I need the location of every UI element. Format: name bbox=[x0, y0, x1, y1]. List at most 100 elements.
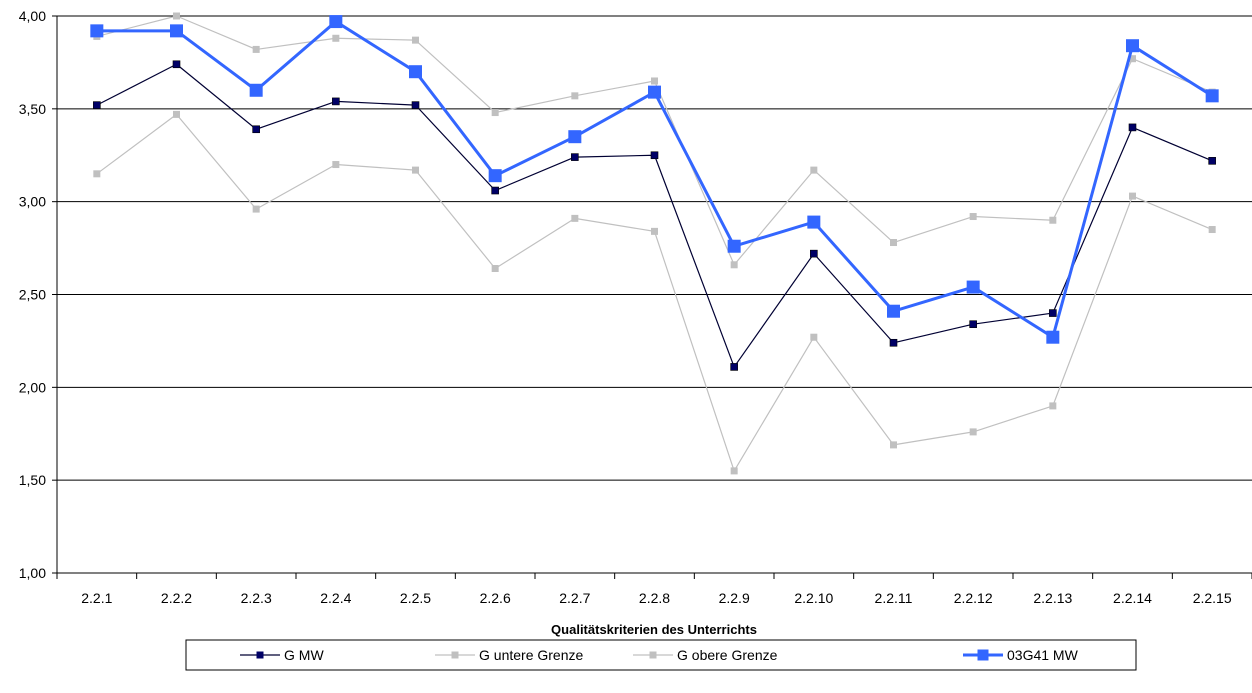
data-point bbox=[1208, 157, 1216, 165]
y-tick-label: 1,50 bbox=[19, 472, 46, 488]
legend-entry: G MW bbox=[240, 647, 324, 663]
data-point bbox=[252, 125, 260, 134]
data-point bbox=[810, 166, 818, 174]
data-point bbox=[807, 215, 821, 229]
x-tick-label: 2.2.2 bbox=[161, 590, 192, 606]
x-tick-label: 2.2.8 bbox=[639, 590, 670, 606]
data-point bbox=[1129, 55, 1136, 63]
data-point bbox=[1049, 309, 1057, 317]
series-line bbox=[96, 20, 1213, 339]
data-point bbox=[651, 77, 658, 85]
data-point bbox=[491, 186, 499, 195]
y-tick-label: 4,00 bbox=[19, 8, 46, 24]
data-point bbox=[969, 213, 977, 221]
data-point bbox=[810, 249, 818, 258]
x-tick-label: 2.2.11 bbox=[875, 590, 913, 606]
x-tick-label: 2.2.5 bbox=[400, 590, 431, 606]
axes: 1,00 1,50 2,00 2,50 3,00 3,50 4,00 2.2.1 2.2.2 2.… bbox=[19, 8, 1252, 606]
data-point bbox=[93, 101, 101, 109]
legend-label: G untere Grenze bbox=[479, 647, 583, 663]
data-point bbox=[890, 441, 897, 449]
data-point bbox=[810, 333, 818, 341]
data-point bbox=[890, 239, 897, 247]
legend-label: 03G41 MW bbox=[1007, 647, 1079, 663]
grid-lines bbox=[57, 15, 1252, 574]
data-point bbox=[571, 92, 579, 100]
data-point bbox=[93, 170, 101, 178]
data-point bbox=[966, 280, 980, 294]
data-point bbox=[887, 304, 900, 318]
data-point bbox=[648, 85, 661, 99]
legend-entry: G untere Grenze bbox=[435, 647, 583, 663]
data-point bbox=[249, 83, 263, 97]
y-tick-label: 2,00 bbox=[19, 379, 46, 395]
data-point bbox=[1126, 39, 1139, 53]
x-tick-label: 2.2.4 bbox=[320, 590, 351, 606]
legend-marker bbox=[451, 651, 459, 659]
data-point bbox=[730, 261, 738, 269]
data-point bbox=[571, 214, 579, 222]
series-group bbox=[90, 12, 1219, 475]
data-point bbox=[1046, 330, 1060, 344]
data-point bbox=[332, 97, 340, 106]
data-point bbox=[727, 239, 741, 253]
series-line bbox=[96, 63, 1213, 368]
data-point bbox=[252, 205, 260, 213]
data-point bbox=[730, 363, 738, 371]
x-tick-label: 2.2.10 bbox=[794, 590, 833, 606]
data-point bbox=[650, 151, 659, 160]
x-tick-label: 2.2.6 bbox=[480, 590, 511, 606]
series-line bbox=[96, 15, 1213, 266]
y-tick-label: 2,50 bbox=[19, 287, 46, 303]
data-point bbox=[889, 338, 898, 347]
x-axis-title: Qualitätskriterien des Unterrichts bbox=[551, 622, 757, 637]
data-point bbox=[969, 320, 977, 329]
x-tick-label: 2.2.15 bbox=[1193, 590, 1232, 606]
data-point bbox=[571, 153, 579, 161]
series-0 bbox=[93, 60, 1216, 371]
data-point bbox=[173, 110, 180, 118]
x-tick-label: 2.2.9 bbox=[719, 590, 750, 606]
legend: G MW G untere Grenze G obere Grenze 03G41 M… bbox=[185, 639, 1137, 671]
data-point bbox=[90, 24, 104, 38]
data-point bbox=[488, 169, 502, 183]
data-point bbox=[1049, 216, 1057, 224]
data-point bbox=[491, 109, 499, 117]
data-point bbox=[412, 36, 419, 44]
x-tick-label: 2.2.7 bbox=[559, 590, 590, 606]
y-tick-label: 1,00 bbox=[19, 565, 46, 581]
data-point bbox=[172, 60, 181, 69]
legend-label: G MW bbox=[284, 647, 324, 663]
x-tick-label: 2.2.13 bbox=[1033, 590, 1072, 606]
data-point bbox=[651, 227, 658, 235]
legend-marker bbox=[977, 649, 989, 661]
data-point bbox=[1129, 192, 1136, 200]
data-point bbox=[568, 130, 582, 144]
x-tick-label: 2.2.1 bbox=[81, 590, 112, 606]
data-point bbox=[1128, 123, 1137, 132]
data-point bbox=[170, 24, 183, 38]
legend-marker bbox=[256, 651, 264, 659]
x-tick-label: 2.2.14 bbox=[1113, 590, 1152, 606]
series-3 bbox=[90, 15, 1219, 344]
x-tick-label: 2.2.12 bbox=[954, 590, 993, 606]
data-point bbox=[412, 166, 419, 174]
series-line bbox=[96, 113, 1213, 472]
legend-entry: 03G41 MW bbox=[963, 647, 1079, 663]
data-point bbox=[491, 265, 499, 273]
data-point bbox=[252, 45, 260, 53]
data-point bbox=[1049, 402, 1057, 410]
y-tick-label: 3,00 bbox=[19, 194, 46, 210]
data-point bbox=[1208, 226, 1216, 234]
legend-label: G obere Grenze bbox=[677, 647, 778, 663]
data-point bbox=[332, 161, 340, 169]
legend-marker bbox=[649, 651, 657, 659]
data-point bbox=[969, 428, 977, 436]
data-point bbox=[409, 65, 422, 79]
y-tick-label: 3,50 bbox=[19, 101, 46, 117]
x-tick-label: 2.2.3 bbox=[241, 590, 272, 606]
data-point bbox=[411, 101, 420, 109]
data-point bbox=[1205, 89, 1219, 103]
